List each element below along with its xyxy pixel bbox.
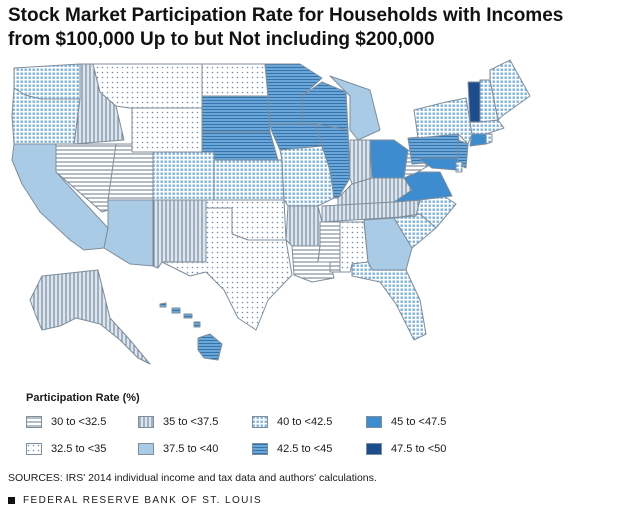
legend-title: Participation Rate (%) [26, 392, 140, 404]
legend-label: 45 to <47.5 [391, 416, 447, 428]
state-rhode-island [485, 133, 493, 145]
state-maine [489, 59, 531, 121]
legend-swatch [366, 443, 382, 455]
legend-swatch [138, 443, 154, 455]
state-north-dakota [201, 63, 269, 97]
legend-swatch [138, 416, 154, 428]
legend-item: 35 to <37.5 [138, 416, 218, 428]
state-wyoming [131, 107, 203, 153]
legend-label: 40 to <42.5 [277, 416, 333, 428]
state-hawaii [159, 302, 223, 361]
legend-swatch [252, 443, 268, 455]
legend-label: 32.5 to <35 [51, 443, 107, 455]
legend-item: 32.5 to <35 [26, 443, 106, 455]
footer-square-icon [8, 497, 15, 504]
legend-swatch [26, 443, 42, 455]
legend-item: 47.5 to <50 [366, 443, 446, 455]
state-new-york [413, 97, 473, 145]
state-virginia [393, 171, 453, 203]
legend-item: 40 to <42.5 [252, 416, 332, 428]
legend-item: 30 to <32.5 [26, 416, 106, 428]
sources-note: SOURCES: IRS' 2014 individual income and… [8, 472, 377, 484]
legend-label: 30 to <32.5 [51, 416, 107, 428]
state-north-carolina [393, 195, 457, 229]
legend-item: 42.5 to <45 [252, 443, 332, 455]
state-arizona [103, 199, 154, 267]
footer-label: FEDERAL RESERVE BANK OF ST. LOUIS [23, 495, 263, 506]
state-utah [107, 143, 154, 201]
state-arkansas [285, 205, 323, 247]
state-indiana [349, 139, 373, 185]
state-ohio [369, 139, 409, 179]
legend-item: 37.5 to <40 [138, 443, 218, 455]
legend-swatch [252, 416, 268, 428]
state-texas [161, 207, 293, 331]
page-title: Stock Market Participation Rate for Hous… [8, 5, 564, 50]
state-connecticut [469, 133, 487, 147]
state-nevada [55, 143, 117, 213]
state-kansas [213, 159, 285, 201]
state-illinois [315, 123, 351, 199]
state-colorado [152, 151, 215, 201]
state-alaska [29, 269, 151, 365]
legend-label: 35 to <37.5 [163, 416, 219, 428]
us-map [11, 59, 531, 365]
state-new-jersey [457, 139, 469, 169]
legend-swatch [26, 416, 42, 428]
state-iowa [269, 123, 323, 151]
legend-item: 45 to <47.5 [366, 416, 446, 428]
legend-label: 37.5 to <40 [163, 443, 219, 455]
state-florida [351, 261, 427, 341]
legend-label: 47.5 to <50 [391, 443, 447, 455]
legend-label: 42.5 to <45 [277, 443, 333, 455]
state-new-mexico [152, 199, 207, 269]
footer: FEDERAL RESERVE BANK OF ST. LOUIS [8, 495, 262, 506]
legend-swatch [366, 416, 382, 428]
state-delaware [455, 161, 463, 173]
state-vermont [467, 81, 481, 123]
state-south-dakota [201, 95, 271, 133]
